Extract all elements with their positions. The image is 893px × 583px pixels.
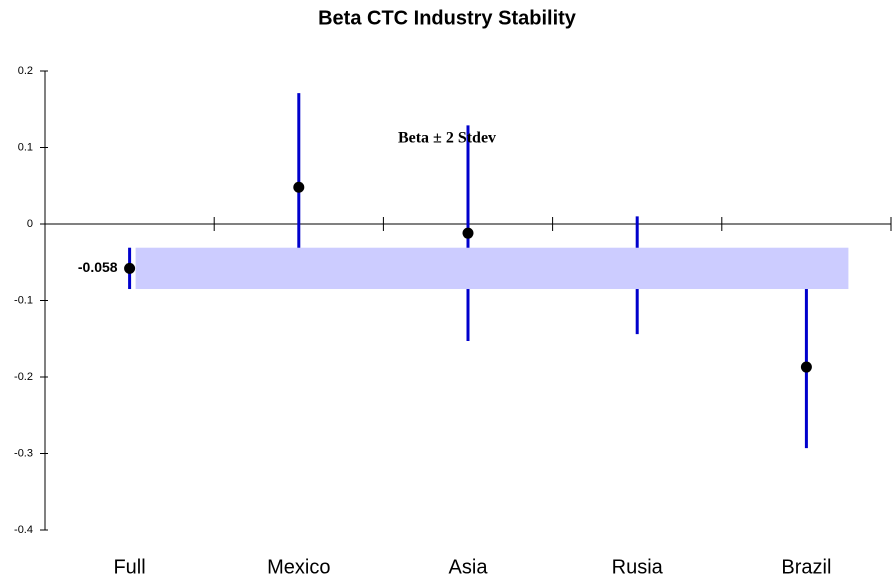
x-tick-label: Mexico	[267, 556, 330, 578]
reference-band	[135, 247, 849, 290]
y-tick-label: -0.2	[14, 371, 33, 383]
chart-title: Beta CTC Industry Stability	[318, 7, 577, 29]
annotation: Beta ± 2 Stdev	[398, 130, 496, 147]
y-tick-label: 0	[27, 218, 33, 230]
y-tick-label: -0.3	[14, 447, 33, 459]
y-tick-label: 0.1	[18, 141, 33, 153]
x-tick-label: Full	[113, 556, 145, 578]
x-tick-label: Asia	[449, 556, 489, 578]
y-tick-label: -0.1	[14, 294, 33, 306]
y-tick-label: 0.2	[18, 65, 33, 77]
point	[800, 361, 812, 373]
x-tick-label: Brazil	[781, 556, 831, 578]
point	[462, 227, 474, 239]
point	[124, 262, 136, 274]
y-tick-label: -0.4	[14, 524, 33, 536]
x-tick-label: Rusia	[612, 556, 664, 578]
value-label: -0.058	[78, 259, 118, 275]
point	[293, 181, 305, 193]
